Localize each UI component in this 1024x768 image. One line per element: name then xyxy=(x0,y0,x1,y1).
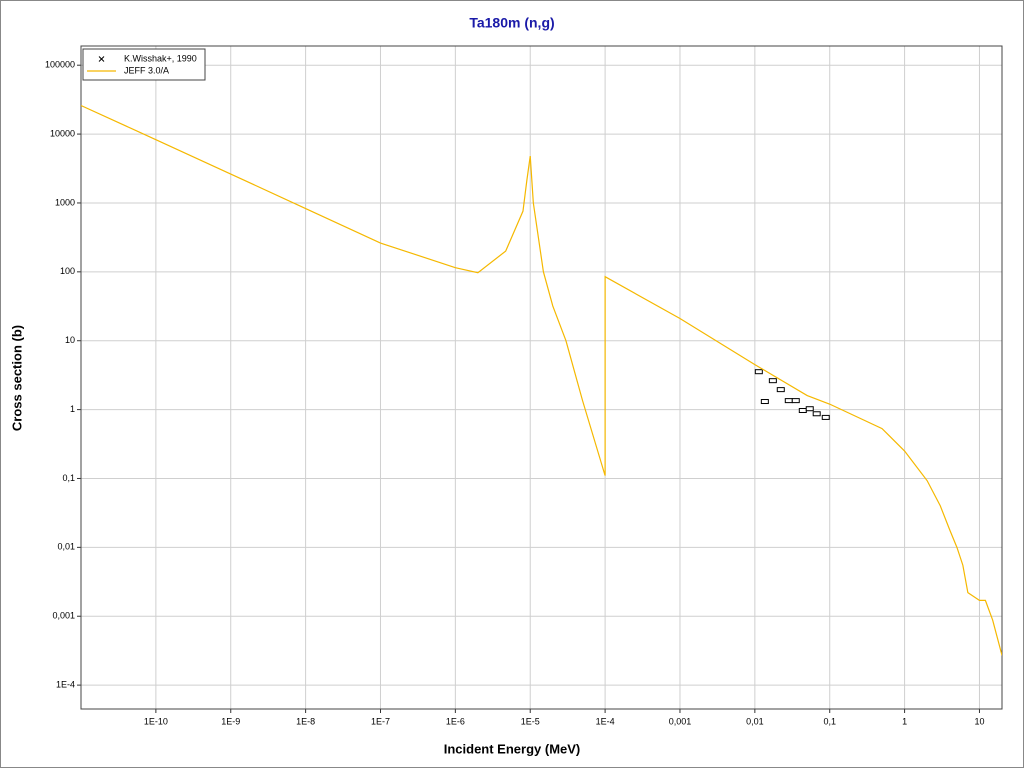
data-point xyxy=(760,399,769,405)
y-tick-label: 1 xyxy=(70,404,75,414)
y-tick-label: 10 xyxy=(65,335,75,345)
x-tick-label: 0,1 xyxy=(823,716,836,726)
y-tick-label: 0,01 xyxy=(57,542,75,552)
x-axis-label: Incident Energy (MeV) xyxy=(444,741,581,756)
x-tick-label: 1E-5 xyxy=(521,716,540,726)
data-point xyxy=(798,408,807,414)
legend-label: K.Wisshak+, 1990 xyxy=(124,53,197,63)
y-tick-label: 100 xyxy=(60,266,75,276)
x-tick-label: 1E-4 xyxy=(596,716,615,726)
data-point xyxy=(768,378,777,384)
data-point xyxy=(821,414,830,420)
x-tick-label: 0,01 xyxy=(746,716,764,726)
data-line xyxy=(81,104,1002,656)
data-point xyxy=(812,411,821,417)
y-tick-label: 10000 xyxy=(50,128,75,138)
x-tick-label: 1E-10 xyxy=(144,716,168,726)
y-tick-label: 1E-4 xyxy=(56,679,75,689)
data-point xyxy=(784,398,793,404)
x-tick-label: 1E-8 xyxy=(296,716,315,726)
y-tick-label: 100000 xyxy=(45,60,75,70)
x-tick-label: 1E-7 xyxy=(371,716,390,726)
y-axis-label: Cross section (b) xyxy=(9,325,24,431)
data-point xyxy=(805,406,814,412)
legend-label: JEFF 3.0/A xyxy=(124,65,169,75)
legend-box xyxy=(82,48,206,81)
chart-title: Ta180m (n,g) xyxy=(469,15,554,31)
x-tick-label: 1E-9 xyxy=(221,716,240,726)
x-tick-label: 10 xyxy=(974,716,984,726)
x-tick-label: 0,001 xyxy=(669,716,692,726)
x-tick-label: 1 xyxy=(902,716,907,726)
data-point xyxy=(776,387,785,393)
plot-area xyxy=(80,45,1003,710)
x-tick-label: 1E-6 xyxy=(446,716,465,726)
data-point xyxy=(791,398,800,404)
y-tick-label: 1000 xyxy=(55,197,75,207)
legend-marker xyxy=(98,56,105,62)
y-tick-label: 0,001 xyxy=(52,611,75,621)
y-tick-label: 0,1 xyxy=(62,473,75,483)
data-point xyxy=(754,369,763,375)
